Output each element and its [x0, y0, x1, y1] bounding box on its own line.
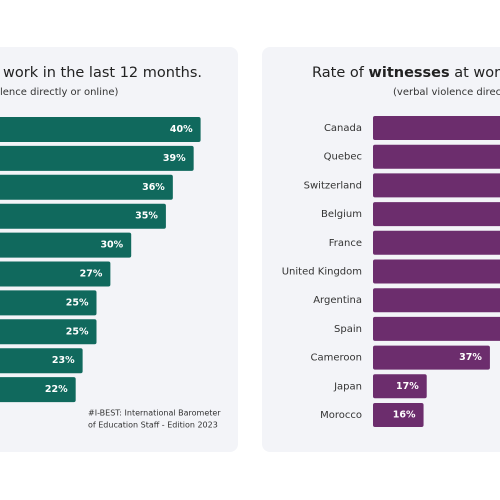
- bar: [373, 345, 490, 370]
- bar: [373, 259, 500, 284]
- category-label: France: [329, 238, 362, 249]
- category-label: United Kingdom: [282, 267, 362, 278]
- bar: [0, 232, 132, 258]
- value-label: 23%: [52, 355, 75, 366]
- bar: [373, 403, 424, 427]
- category-label: Quebec: [324, 152, 362, 163]
- category-label: Japan: [333, 381, 362, 392]
- category-label: Spain: [334, 324, 362, 335]
- category-label: Morocco: [320, 410, 362, 421]
- bar: [0, 377, 76, 403]
- bar: [373, 316, 500, 341]
- chart-title: work in the last 12 months.: [3, 65, 202, 81]
- footnote: of Education Staff - Edition 2023: [88, 421, 218, 430]
- chart-subtitle: (verbal violence direct: [393, 87, 500, 98]
- bar: [0, 319, 97, 345]
- bar: [373, 116, 500, 140]
- title-part: Rate of: [312, 65, 368, 81]
- value-label: 16%: [393, 410, 416, 421]
- bar: [373, 230, 500, 255]
- bar: [373, 374, 427, 399]
- value-label: 36%: [142, 182, 165, 193]
- bar: [0, 290, 97, 316]
- value-label: 17%: [396, 381, 419, 392]
- value-label: 30%: [100, 240, 123, 251]
- category-label: Belgium: [321, 209, 362, 220]
- value-label: 22%: [45, 384, 68, 395]
- bar: [0, 174, 173, 200]
- title-part: witnesses: [368, 65, 449, 81]
- bar: [0, 145, 194, 171]
- value-label: 35%: [135, 211, 158, 222]
- title-part: at work in: [450, 65, 500, 81]
- category-label: Switzerland: [304, 180, 362, 191]
- chart-subtitle: lence directly or online): [0, 87, 118, 98]
- bar: [373, 202, 500, 227]
- category-label: Canada: [324, 123, 362, 134]
- category-label: Cameroon: [311, 353, 362, 364]
- bar: [373, 288, 500, 313]
- value-label: 27%: [80, 269, 103, 280]
- value-label: 40%: [170, 124, 193, 135]
- category-label: Argentina: [313, 295, 362, 306]
- bar: [0, 261, 111, 287]
- footnote: #I-BEST: International Barometer: [88, 409, 221, 418]
- bar: [0, 117, 201, 142]
- chart-title: Rate of witnesses at work in: [312, 65, 500, 81]
- title-part: work in the last 12 months.: [3, 65, 202, 81]
- bar: [373, 144, 500, 169]
- bar: [0, 348, 83, 374]
- value-label: 25%: [66, 297, 89, 308]
- value-label: 37%: [459, 352, 482, 363]
- value-label: 25%: [66, 326, 89, 337]
- bar: [0, 203, 166, 229]
- bar: [373, 173, 500, 198]
- value-label: 39%: [163, 153, 186, 164]
